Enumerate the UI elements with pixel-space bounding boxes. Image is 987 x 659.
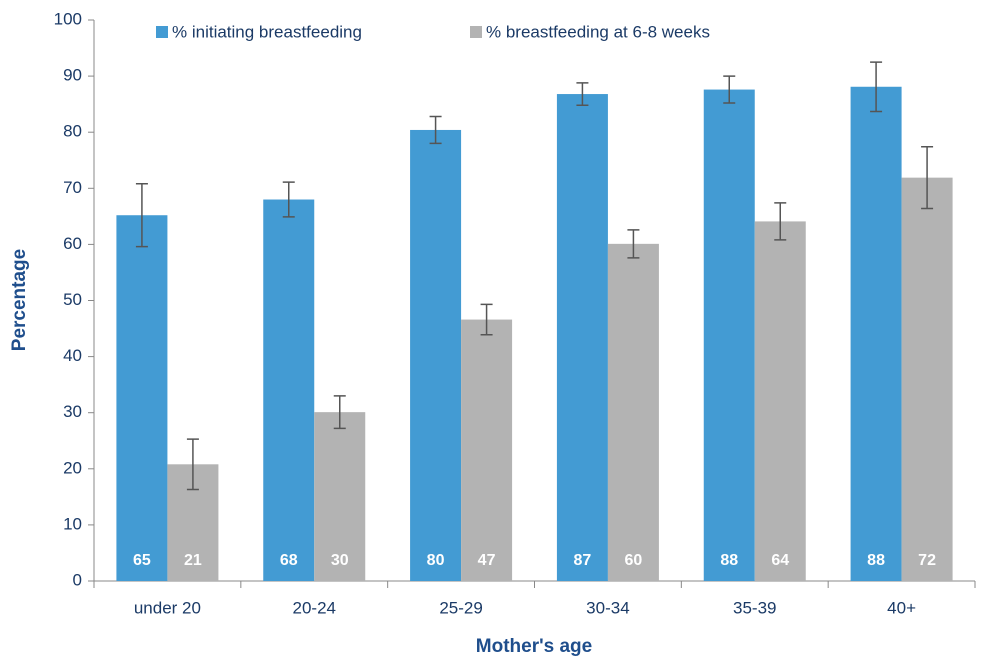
y-tick-label: 60 xyxy=(63,234,82,253)
error-bar xyxy=(870,61,883,113)
value-label: 87 xyxy=(574,552,592,569)
value-label: 60 xyxy=(625,552,643,569)
x-axis-title: Mother's age xyxy=(476,636,592,657)
x-tick-label: 20-24 xyxy=(293,598,336,617)
error-bar xyxy=(723,75,736,104)
legend-label: % initiating breastfeeding xyxy=(172,22,362,41)
value-label: 80 xyxy=(427,552,445,569)
y-tick-label: 90 xyxy=(63,66,82,85)
y-axis-title: Percentage xyxy=(9,249,30,351)
bar xyxy=(116,215,168,581)
x-tick-label: 40+ xyxy=(887,598,916,617)
bar xyxy=(410,129,462,581)
error-bar xyxy=(921,146,934,210)
bar xyxy=(314,412,366,581)
value-label: 72 xyxy=(918,552,936,569)
bar xyxy=(754,221,806,582)
y-tick-label: 20 xyxy=(63,458,82,477)
value-label: 65 xyxy=(133,552,151,569)
error-bar xyxy=(429,115,442,145)
value-label: 68 xyxy=(280,552,298,569)
y-tick-label: 80 xyxy=(63,122,82,141)
x-tick-label: 35-39 xyxy=(733,598,776,617)
error-bar xyxy=(627,229,640,259)
bar xyxy=(703,89,755,582)
y-tick-label: 40 xyxy=(63,346,82,365)
y-tick-label: 10 xyxy=(63,514,82,533)
legend-swatch xyxy=(470,26,482,38)
legend-swatch xyxy=(156,26,168,38)
y-tick-label: 30 xyxy=(63,402,82,421)
y-tick-label: 50 xyxy=(63,290,82,309)
value-label: 64 xyxy=(771,552,789,569)
y-tick-label: 0 xyxy=(73,570,82,589)
error-bar xyxy=(135,183,148,248)
value-label: 21 xyxy=(184,552,202,569)
error-bar xyxy=(774,202,787,241)
x-tick-label: under 20 xyxy=(134,598,201,617)
value-label: 47 xyxy=(478,552,496,569)
value-label: 88 xyxy=(720,552,738,569)
y-tick-label: 100 xyxy=(54,9,82,28)
x-tick-label: 25-29 xyxy=(439,598,482,617)
y-tick-label: 70 xyxy=(63,178,82,197)
error-bar xyxy=(282,181,295,218)
bar xyxy=(556,94,608,581)
bar xyxy=(607,243,659,582)
value-label: 88 xyxy=(867,552,885,569)
error-bar xyxy=(186,438,199,491)
value-label: 30 xyxy=(331,552,349,569)
error-bar xyxy=(576,82,589,107)
error-bar xyxy=(333,395,346,430)
bar xyxy=(901,177,953,582)
bar xyxy=(461,319,513,581)
error-bar xyxy=(480,303,493,336)
x-tick-label: 30-34 xyxy=(586,598,629,617)
legend-label: % breastfeeding at 6-8 weeks xyxy=(486,22,710,41)
bar xyxy=(850,86,902,581)
bar xyxy=(263,199,315,581)
